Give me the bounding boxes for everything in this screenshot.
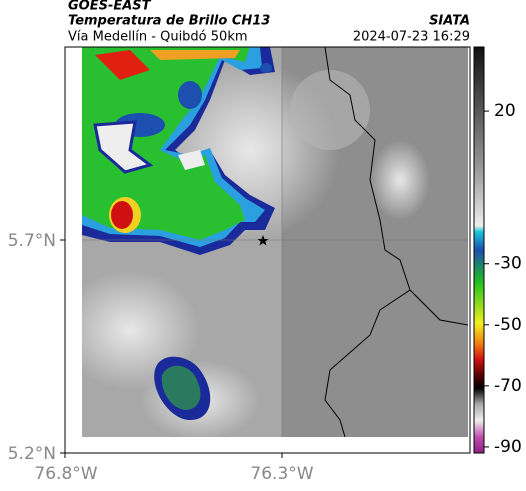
lon-label: 76.3°W	[250, 464, 313, 484]
lat-label: 5.2°N	[8, 444, 56, 464]
route: Vía Medellín - Quibdó 50km	[68, 30, 248, 45]
map-frame	[64, 46, 471, 454]
colorbar-tick-label: -90	[494, 437, 522, 457]
source: SIATA	[429, 14, 470, 29]
datetime: 2024-07-23 16:29	[353, 30, 470, 45]
colorbar-tick-label: -30	[494, 254, 522, 274]
lat-label: 5.7°N	[8, 231, 56, 251]
title: GOES-EAST	[68, 0, 152, 14]
colorbar-tick-label: -50	[494, 315, 522, 335]
lon-label: 76.8°W	[34, 464, 97, 484]
subtitle: Temperatura de Brillo CH13	[68, 14, 270, 29]
satellite-image	[82, 47, 468, 437]
colorbar	[473, 46, 485, 454]
colorbar-tick-label: 20	[494, 101, 516, 121]
header: GOES-EAST Temperatura de Brillo CH13 Vía…	[68, 0, 470, 45]
colorbar-tick-label: -70	[494, 376, 522, 396]
